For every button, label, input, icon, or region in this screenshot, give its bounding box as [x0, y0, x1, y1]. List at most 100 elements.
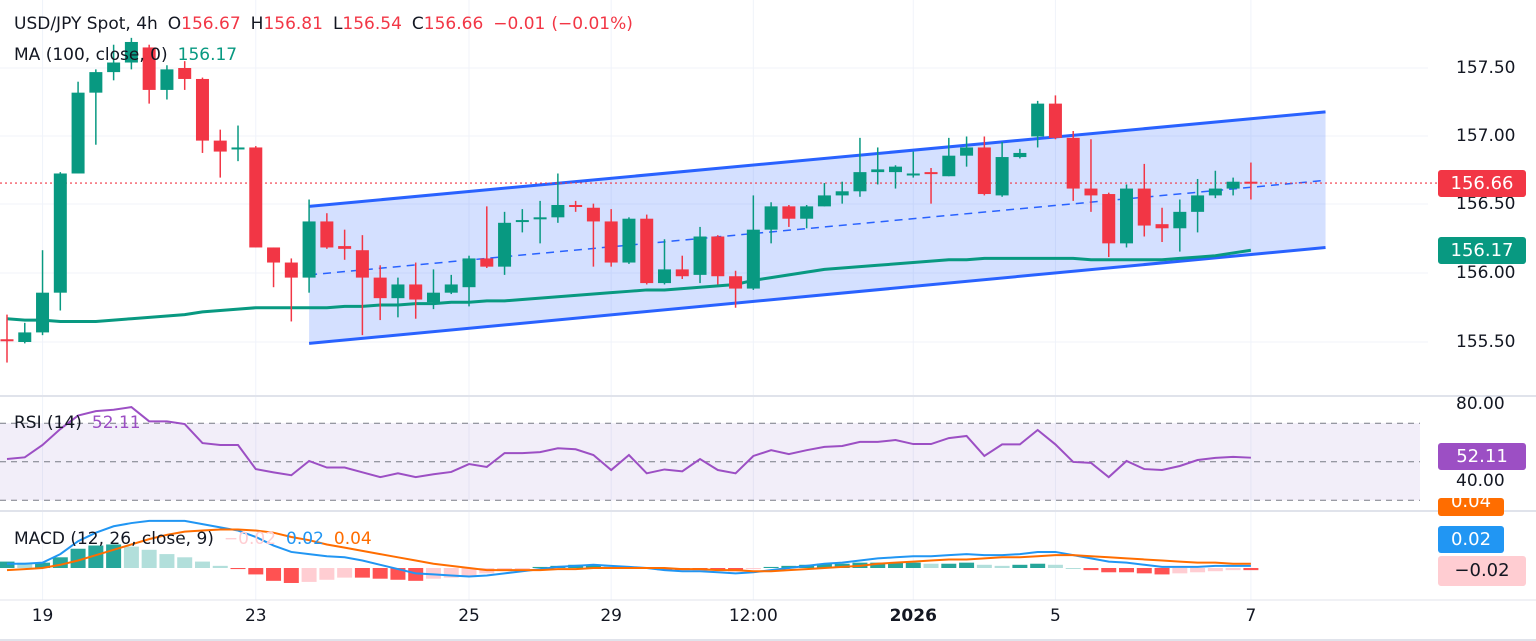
symbol-title[interactable]: USD/JPY Spot, 4h: [14, 14, 158, 34]
ma-legend[interactable]: MA (100, close, 0) 156.17: [14, 45, 237, 65]
macd-histogram-bar: [1154, 568, 1170, 575]
candle-up: [1208, 188, 1222, 196]
macd-histogram-bar: [230, 568, 246, 570]
macd-value-tag: 0.02: [1438, 526, 1504, 553]
macd-histogram-bar: [1207, 568, 1223, 572]
macd-histogram-bar: [88, 545, 104, 568]
macd-histogram-bar: [390, 568, 406, 580]
candle-up: [551, 205, 565, 218]
time-axis-label: 23: [244, 606, 267, 626]
macd-legend-label: MACD (12, 26, close, 9): [14, 529, 214, 549]
rsi-legend[interactable]: RSI (14) 52.11: [14, 413, 141, 433]
change-percent: (−0.01%): [551, 14, 633, 34]
candle-down: [782, 206, 796, 219]
macd-histogram-bar: [959, 562, 975, 568]
candle-up: [1031, 103, 1045, 137]
macd-histogram-bar: [1047, 564, 1063, 568]
macd-histogram-bar: [656, 568, 672, 571]
macd-histogram-bar: [408, 568, 424, 581]
candle-up: [835, 191, 849, 196]
ma-line: [6, 248, 1252, 323]
ma-legend-value: 156.17: [177, 45, 238, 65]
candle-down: [569, 205, 583, 207]
macd-histogram-bar: [532, 566, 548, 568]
macd-signal-tag: 0.04: [1438, 498, 1504, 516]
macd-histogram-bar: [337, 568, 353, 578]
candle-up: [871, 169, 885, 173]
candle-up: [231, 147, 245, 150]
candle-down: [373, 277, 387, 299]
macd-histogram-bar: [266, 568, 282, 581]
candle-down: [977, 147, 991, 195]
macd-histogram-bar: [745, 568, 761, 570]
macd-histogram-bar: [17, 562, 33, 568]
macd-histogram-bar: [0, 561, 15, 568]
candle-down: [1066, 137, 1080, 189]
candle-down: [1244, 181, 1258, 184]
price-axis-label: 156.00: [1456, 263, 1516, 283]
candle-up: [391, 284, 405, 299]
change-value: −0.01: [493, 14, 546, 34]
macd-histogram-bar: [35, 562, 51, 568]
macd-histogram-bar: [976, 564, 992, 568]
channel-lower-line: [308, 245, 1326, 345]
macd-legend-hist: −0.02: [223, 529, 277, 549]
macd-histogram-bar: [1119, 568, 1135, 573]
candle-up: [18, 332, 32, 342]
candle-up: [1013, 152, 1027, 158]
macd-histogram-bar: [781, 565, 797, 568]
candle-down: [142, 47, 156, 90]
candle-down: [178, 68, 192, 79]
rsi-line: [6, 406, 1251, 479]
candle-up: [36, 292, 50, 333]
macd-histogram-bar: [141, 549, 157, 568]
candle-up: [693, 236, 707, 275]
macd-histogram-bar: [834, 563, 850, 568]
macd-histogram-bar: [905, 562, 921, 568]
macd-histogram-bar: [70, 548, 86, 568]
candle-up: [942, 155, 956, 177]
candle-up: [960, 147, 974, 156]
macd-histogram-bar: [319, 568, 335, 580]
macd-histogram-bar: [1225, 568, 1241, 571]
candle-down: [249, 147, 263, 248]
macd-histogram-bar: [443, 568, 459, 578]
candle-up: [426, 292, 440, 303]
macd-histogram-bar: [923, 563, 939, 568]
macd-histogram-bar: [248, 568, 264, 575]
macd-histogram-bar: [1243, 568, 1259, 571]
price-axis-label: 155.50: [1456, 332, 1516, 352]
macd-histogram-bar: [372, 568, 388, 579]
macd-histogram-bar: [301, 568, 317, 582]
candle-up: [89, 72, 103, 93]
candle-up: [817, 195, 831, 207]
macd-histogram-bar: [1190, 568, 1206, 573]
candle-down: [1102, 194, 1116, 244]
candle-down: [675, 269, 689, 277]
low-value: L156.54: [332, 14, 402, 34]
macd-histogram-bar: [1030, 563, 1046, 568]
macd-histogram-bar: [1136, 568, 1152, 574]
candle-down: [604, 221, 618, 263]
time-axis-label: 19: [31, 606, 54, 626]
price-axis-label: 156.50: [1456, 194, 1516, 214]
time-axis-label: 25: [458, 606, 480, 626]
ma-price-tag: 156.17: [1438, 237, 1526, 264]
candle-down: [320, 221, 334, 248]
high-value: H156.81: [250, 14, 323, 34]
rsi-value-tag: 52.11: [1438, 443, 1526, 470]
candle-down: [1084, 188, 1098, 196]
candle-up: [906, 173, 920, 176]
macd-hist-tag: −0.02: [1438, 556, 1526, 586]
macd-histogram-bar: [1012, 564, 1028, 568]
rsi-legend-value: 52.11: [91, 413, 141, 433]
macd-legend[interactable]: MACD (12, 26, close, 9) −0.02 0.02 0.04: [14, 529, 372, 549]
candle-up: [764, 206, 778, 230]
last-price-tag: 156.66: [1438, 170, 1526, 197]
time-axis-label: 12:00: [728, 606, 778, 626]
candle-up: [1226, 181, 1240, 189]
candle-down: [640, 218, 654, 284]
macd-histogram-bar: [177, 557, 193, 568]
rsi-legend-label: RSI (14): [14, 413, 82, 433]
